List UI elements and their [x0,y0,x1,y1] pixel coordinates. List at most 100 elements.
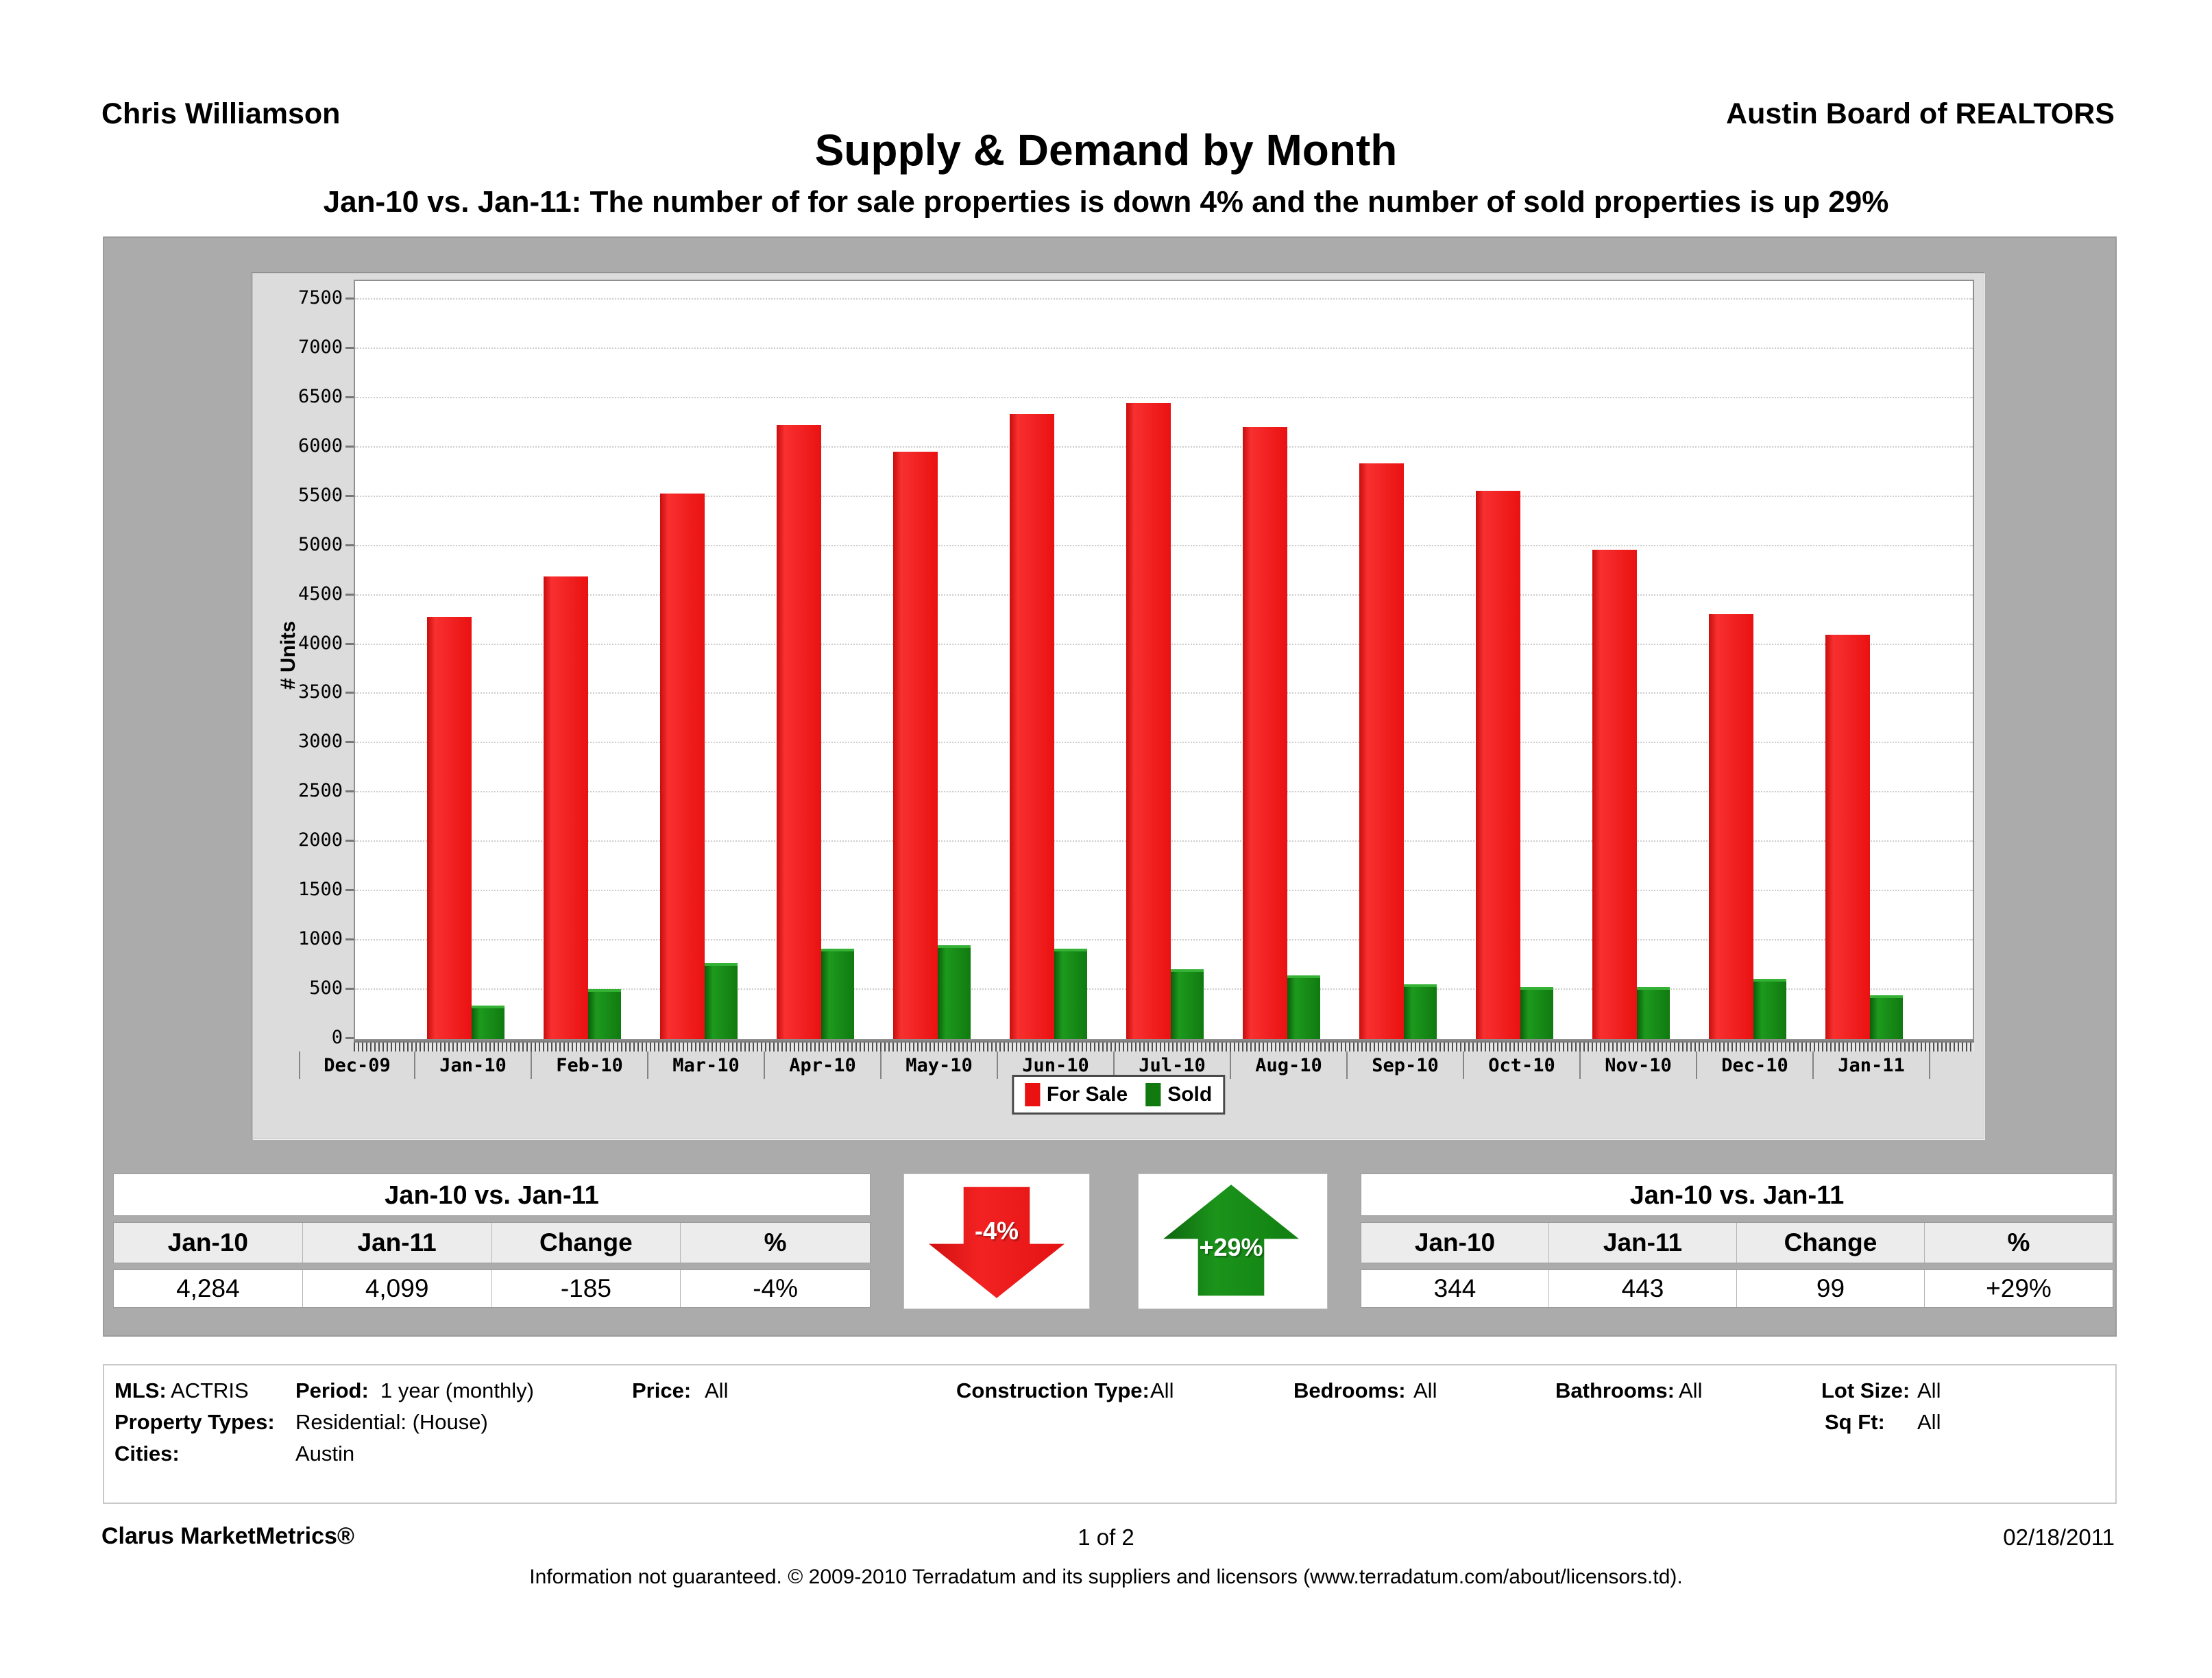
bar-sold [1054,949,1087,1039]
y-tick-mark [345,988,354,990]
y-tick-label: 2500 [260,780,354,802]
x-axis-label: Nov-10 [1581,1051,1697,1079]
prepared-by: Chris Williamson [101,97,341,130]
y-tick-mark [345,1037,354,1039]
report-date: 02/18/2011 [2003,1524,2115,1550]
y-tick-mark [345,938,354,940]
legend-label: Sold [1167,1083,1213,1106]
bar-for-sale [1126,403,1171,1039]
filter-label-lot-size: Lot Size: [1821,1378,1910,1402]
bar-sold [1520,987,1553,1039]
for-sale-table-title: Jan-10 vs. Jan-11 [113,1174,871,1216]
y-tick-label: 3000 [260,731,354,753]
for-sale-summary-table: Jan-10 vs. Jan-11 Jan-10 Jan-11 Change% 4,28… [113,1174,871,1308]
y-tick-mark [345,446,354,448]
filter-value-bathrooms: All [1679,1378,1703,1402]
legend-swatch-for-sale [1024,1083,1040,1106]
filter-value-property-types: Residential: (House) [295,1410,488,1434]
y-tick-mark [345,347,354,349]
filter-value-construction-type: All [1150,1378,1174,1402]
filter-label-property-types: Property Types: [114,1410,275,1434]
up-arrow-icon: +29% [1163,1184,1299,1296]
bar-sold [1404,984,1437,1039]
filter-label-construction-type: Construction Type: [956,1378,1150,1402]
bar-for-sale [1592,550,1637,1039]
y-tick-label: 4000 [260,633,354,655]
x-axis-baseline [354,1041,1974,1051]
for-sale-table-value-cell: -185 [492,1270,681,1307]
y-tick-label: 1000 [260,928,354,950]
bar-sold [1171,969,1204,1039]
gridline [355,397,1973,398]
sold-table-value-cell: 344 [1361,1270,1549,1307]
filter-value-period: 1 year (monthly) [380,1378,534,1402]
sold-table-header-row: Jan-10 Jan-11 Change% [1361,1222,2113,1263]
chart-panel: # Units 0 500 1000 1500 2000 2500 3000 3500 4000… [103,236,2117,1337]
sold-table-header-cell: % [2007,1228,2030,1256]
x-axis-label: May-10 [882,1051,998,1079]
x-axis-label: Dec-09 [299,1051,415,1079]
for-sale-trend-indicator: -4% [903,1174,1090,1309]
filter-value-bedrooms: All [1413,1378,1437,1402]
y-tick-label: 5500 [260,485,354,507]
legend-item: Sold [1145,1083,1212,1106]
bar-sold [1637,987,1670,1039]
x-axis-label: Aug-10 [1231,1051,1348,1079]
filter-criteria-box: MLS: ACTRIS Period: 1 year (monthly) Price: A… [103,1364,2117,1504]
for-sale-table-value-cell: -4% [753,1274,799,1302]
bar-sold [1870,995,1903,1039]
y-tick-mark [345,396,354,398]
report-subtitle: Jan-10 vs. Jan-11: The number of for sal… [323,185,1889,219]
chart-legend: For Sale Sold [1011,1075,1226,1115]
sold-summary-table: Jan-10 vs. Jan-11 Jan-10 Jan-11 Change% 344 4… [1361,1174,2113,1308]
sold-trend-indicator: +29% [1138,1174,1328,1309]
bar-for-sale [777,425,821,1039]
y-tick-label: 7000 [260,337,354,358]
y-tick-mark [345,297,354,300]
for-sale-table-header-cell: Change [492,1223,681,1263]
y-tick-label: 0 [260,1027,354,1049]
bar-for-sale [1010,414,1054,1039]
x-axis-label: Jun-10 [998,1051,1115,1079]
y-tick-label: 5000 [260,534,354,556]
gridline [355,298,1973,300]
bar-sold [705,963,738,1039]
sold-table-header-cell: Change [1737,1223,1925,1263]
bar-sold [1753,979,1786,1039]
sold-table-header-cell: Jan-10 [1361,1223,1549,1263]
y-tick-label: 1500 [260,879,354,901]
filter-label-mls: MLS: [114,1378,167,1402]
y-tick-mark [345,495,354,497]
page-number: 1 of 2 [1078,1524,1134,1550]
bar-sold [938,945,971,1039]
disclaimer-text: Information not guaranteed. © 2009-2010 … [529,1566,1683,1588]
sold-table-value-cell: 443 [1549,1270,1737,1307]
bar-for-sale [660,494,705,1039]
y-tick-mark [345,643,354,645]
for-sale-table-value-row: 4,284 4,099 -185 -4% [113,1269,871,1308]
bar-for-sale [427,617,472,1039]
for-sale-table-value-cell: 4,099 [303,1270,492,1307]
bar-for-sale [1825,635,1870,1039]
x-axis-label: Mar-10 [648,1051,765,1079]
for-sale-trend-label: -4% [974,1217,1019,1245]
filter-label-bathrooms: Bathrooms: [1555,1378,1675,1402]
legend-swatch-sold [1145,1083,1161,1106]
chart-container: # Units 0 500 1000 1500 2000 2500 3000 3500 4000… [252,273,1984,1139]
sold-table-header-cell: Jan-11 [1549,1223,1737,1263]
sold-trend-label: +29% [1199,1233,1263,1261]
y-tick-label: 7500 [260,287,354,309]
sold-table-value-row: 344 443 99 +29% [1361,1269,2113,1308]
y-tick-mark [345,741,354,743]
down-arrow-icon: -4% [929,1187,1065,1298]
y-tick-label: 500 [260,977,354,999]
filter-value-price: All [705,1378,729,1402]
x-axis-label: Oct-10 [1464,1051,1581,1079]
for-sale-table-header-row: Jan-10 Jan-11 Change% [113,1222,871,1263]
x-axis-label: Sep-10 [1348,1051,1464,1079]
y-tick-mark [345,840,354,842]
y-tick-label: 6500 [260,386,354,408]
y-tick-label: 6000 [260,435,354,457]
x-axis-label: Jan-10 [415,1051,532,1079]
plot-area [354,280,1974,1041]
